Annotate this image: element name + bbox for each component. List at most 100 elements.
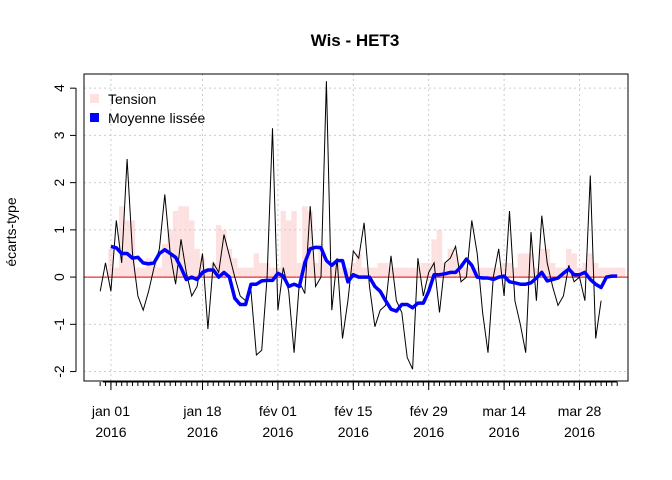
- tension-bar: [377, 262, 383, 278]
- tension-bar: [512, 267, 518, 278]
- tension-bar: [339, 267, 346, 278]
- tension-bar: [199, 258, 206, 278]
- tension-bar: [113, 267, 120, 278]
- y-tick-label: 3: [51, 131, 67, 139]
- tension-bar: [356, 253, 362, 278]
- tension-bar: [603, 267, 610, 278]
- x-tick-label-date: mar 14: [482, 403, 526, 419]
- tension-bar: [566, 248, 572, 278]
- tension-bar: [555, 267, 561, 278]
- tension-bar: [458, 262, 464, 278]
- plot-area: -2 -1 0 1 2 3 4 jan 01 2016 jan 18 2016 fév 01 2016 f…: [51, 73, 629, 440]
- tension-bar: [296, 262, 303, 278]
- tension-bar: [609, 267, 615, 278]
- tension-bar: [490, 267, 497, 278]
- tension-bar: [334, 262, 340, 278]
- tension-bar: [194, 248, 200, 278]
- tension-bar: [280, 210, 286, 278]
- tension-bar: [388, 267, 394, 278]
- x-tick-label-year: 2016: [187, 424, 218, 440]
- tension-bar: [312, 262, 319, 278]
- tension-bar: [108, 248, 114, 278]
- tension-bar: [528, 253, 534, 278]
- tension-bar: [162, 244, 168, 278]
- tension-bar: [237, 267, 243, 278]
- tension-bar: [447, 248, 453, 278]
- tension-bar: [533, 267, 540, 278]
- tension-bar: [399, 267, 405, 278]
- tension-bar: [506, 262, 513, 278]
- y-axis-label: écarts-type: [3, 197, 19, 266]
- tension-bar: [576, 267, 583, 278]
- tension-bar: [307, 210, 313, 278]
- y-tick-label: 0: [51, 273, 67, 281]
- smoothed-series-line: [110, 244, 618, 313]
- tension-bar: [140, 267, 146, 278]
- x-tick-label-date: jan 01: [91, 403, 130, 419]
- legend-swatch-smooth: [90, 113, 99, 122]
- tension-bar: [431, 239, 437, 278]
- tension-bar: [598, 267, 604, 278]
- y-tick-label: 2: [51, 179, 67, 187]
- tension-bar: [539, 248, 545, 278]
- tension-bar: [119, 206, 125, 278]
- x-tick-label-year: 2016: [338, 424, 369, 440]
- tension-bar: [549, 262, 556, 278]
- tension-bar: [415, 267, 421, 278]
- tension-bar: [587, 253, 593, 278]
- tension-bar: [124, 220, 130, 278]
- y-tick-label: -2: [51, 365, 67, 378]
- x-tick-label-date: fév 01: [259, 403, 297, 419]
- x-tick-label-year: 2016: [95, 424, 126, 440]
- tension-bar: [183, 206, 190, 278]
- y-tick-label: 4: [51, 84, 67, 92]
- tension-bar: [189, 220, 195, 278]
- tension-bar: [393, 267, 400, 278]
- tension-bar: [221, 229, 227, 278]
- x-tick-label-year: 2016: [262, 424, 293, 440]
- x-tick-label-year: 2016: [413, 424, 444, 440]
- tension-bar: [436, 229, 443, 278]
- tension-bar: [619, 267, 626, 278]
- x-tick-label-year: 2016: [489, 424, 520, 440]
- tension-bar: [269, 267, 276, 278]
- tension-bar: [614, 267, 620, 278]
- tension-bar: [420, 262, 427, 278]
- x-tick-label-year: 2016: [564, 424, 595, 440]
- tension-bar: [474, 267, 480, 278]
- y-tick-label: 1: [51, 226, 67, 234]
- chart-title: Wis - HET3: [311, 31, 400, 50]
- tension-bar: [135, 267, 141, 278]
- x-tick-label-date: jan 18: [182, 403, 221, 419]
- tension-bar: [366, 267, 373, 278]
- tension-bar: [285, 220, 292, 278]
- tension-bar: [582, 262, 588, 278]
- tension-bar: [215, 225, 222, 278]
- tension-bar: [248, 267, 254, 278]
- legend-swatch-tension: [90, 94, 99, 103]
- legend: Tension Moyenne lissée: [90, 91, 205, 126]
- tension-bar: [571, 253, 577, 278]
- tension-bar: [232, 258, 238, 278]
- tension-bar: [253, 253, 260, 278]
- tension-bar: [452, 253, 459, 278]
- tension-bar: [469, 267, 475, 278]
- tension-bar: [302, 206, 308, 278]
- tension-bar: [485, 267, 491, 278]
- x-tick-label-date: fév 15: [334, 403, 372, 419]
- tension-bar: [517, 253, 523, 278]
- tension-bar: [361, 267, 367, 278]
- legend-label-smooth: Moyenne lissée: [108, 110, 205, 126]
- tension-bar: [259, 262, 265, 278]
- tension-bar: [372, 267, 378, 278]
- tension-bar: [479, 267, 486, 278]
- plot-frame: [83, 73, 629, 382]
- y-tick-label: -1: [51, 318, 67, 331]
- tension-bar: [145, 258, 152, 278]
- tension-bar: [404, 267, 410, 278]
- tension-bar: [442, 262, 448, 278]
- x-tick-label-date: fév 29: [410, 403, 448, 419]
- tension-bar: [409, 267, 416, 278]
- tension-bar: [329, 262, 335, 278]
